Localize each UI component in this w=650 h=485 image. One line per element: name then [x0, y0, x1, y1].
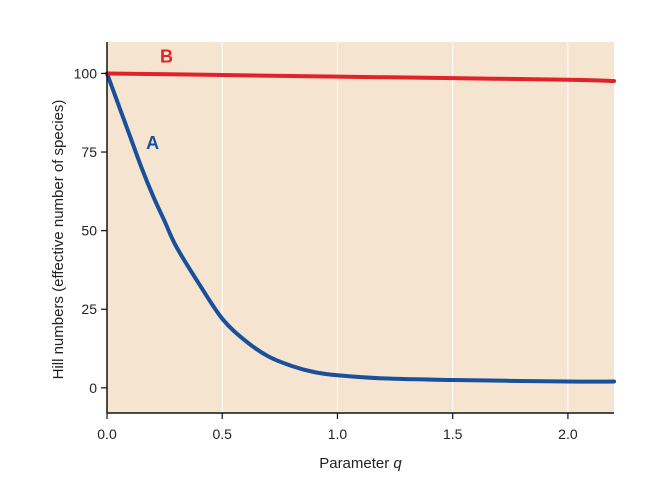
x-tick-label-2: 1.0 [328, 426, 348, 442]
axes [106, 42, 614, 414]
series-line-b [105, 71, 616, 83]
ticks: 0.0 0.5 1.0 1.5 2.0 0 25 50 75 100 [74, 65, 578, 442]
x-axis-title: Parameter q [319, 455, 402, 472]
y-tick-label-3: 75 [81, 144, 97, 160]
y-axis-title: Hill numbers (effective number of specie… [50, 100, 67, 380]
x-tick-label-0: 0.0 [97, 426, 117, 442]
series-group [105, 71, 616, 384]
series-line-a [105, 71, 616, 384]
y-tick-label-2: 50 [81, 223, 97, 239]
series-label-a: A [146, 133, 159, 153]
series-label-b: B [160, 46, 173, 66]
plot-background [107, 42, 614, 413]
x-tick-label-1: 0.5 [212, 426, 232, 442]
x-tick-label-4: 2.0 [558, 426, 578, 442]
grid [221, 42, 569, 413]
y-tick-label-4: 100 [74, 65, 98, 81]
x-tick-label-3: 1.5 [443, 426, 463, 442]
y-tick-label-0: 0 [89, 380, 97, 396]
y-tick-label-1: 25 [81, 301, 97, 317]
